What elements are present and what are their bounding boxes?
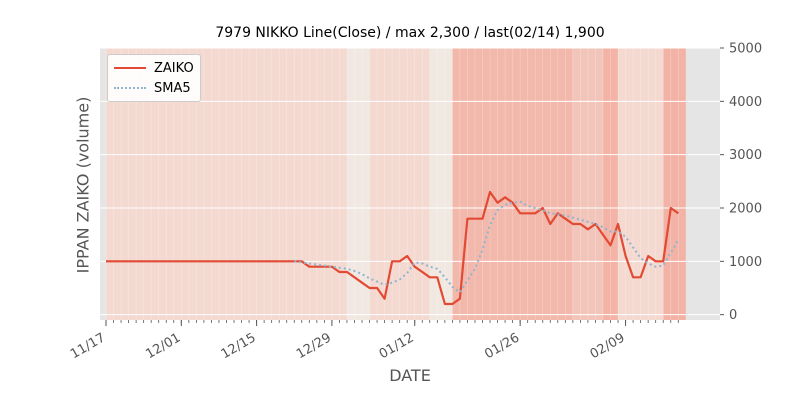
legend: ZAIKO SMA5 bbox=[107, 54, 201, 102]
background-band bbox=[429, 48, 453, 320]
y-tick-label: 4000 bbox=[729, 95, 762, 110]
background-band bbox=[572, 48, 603, 320]
legend-item-zaiko: ZAIKO bbox=[114, 59, 194, 77]
x-tick-label: 12/01 bbox=[143, 330, 183, 362]
x-tick-label: 12/29 bbox=[294, 330, 334, 362]
background-band bbox=[452, 48, 573, 320]
y-tick-label: 3000 bbox=[729, 148, 762, 163]
y-tick-label: 2000 bbox=[729, 202, 762, 217]
background-band bbox=[602, 48, 619, 320]
legend-label-sma5: SMA5 bbox=[154, 80, 191, 96]
series-line-zaiko bbox=[106, 190, 679, 306]
y-axis-label: IPPAN ZAIKO (volume) bbox=[73, 96, 93, 274]
background-band bbox=[369, 48, 430, 320]
x-tick-label: 02/09 bbox=[588, 330, 628, 362]
legend-label-zaiko: ZAIKO bbox=[154, 60, 194, 76]
x-axis-label: DATE bbox=[389, 366, 431, 385]
legend-item-sma5: SMA5 bbox=[114, 79, 191, 97]
series-lines bbox=[105, 190, 680, 306]
y-tick-label: 0 bbox=[729, 308, 737, 323]
y-axis: 0 1000 2000 3000 4000 5000 bbox=[720, 42, 762, 323]
background-bands bbox=[105, 48, 686, 320]
x-tick-label: 01/12 bbox=[377, 330, 417, 362]
legend-swatch-zaiko bbox=[114, 67, 146, 69]
y-tick-label: 5000 bbox=[729, 42, 762, 57]
x-tick-label: 01/26 bbox=[482, 330, 522, 362]
legend-swatch-sma5 bbox=[114, 87, 146, 89]
x-tick-label: 12/15 bbox=[219, 330, 259, 362]
x-tick-label: 11/17 bbox=[68, 330, 108, 362]
background-band bbox=[663, 48, 686, 320]
chart-title: 7979 NIKKO Line(Close) / max 2,300 / las… bbox=[215, 25, 605, 41]
series-line-sma5 bbox=[294, 200, 680, 294]
x-axis: 11/17 12/01 12/15 12/29 01/12 01/26 02/09 bbox=[68, 320, 679, 362]
y-tick-label: 1000 bbox=[729, 255, 762, 270]
background-band bbox=[346, 48, 370, 320]
